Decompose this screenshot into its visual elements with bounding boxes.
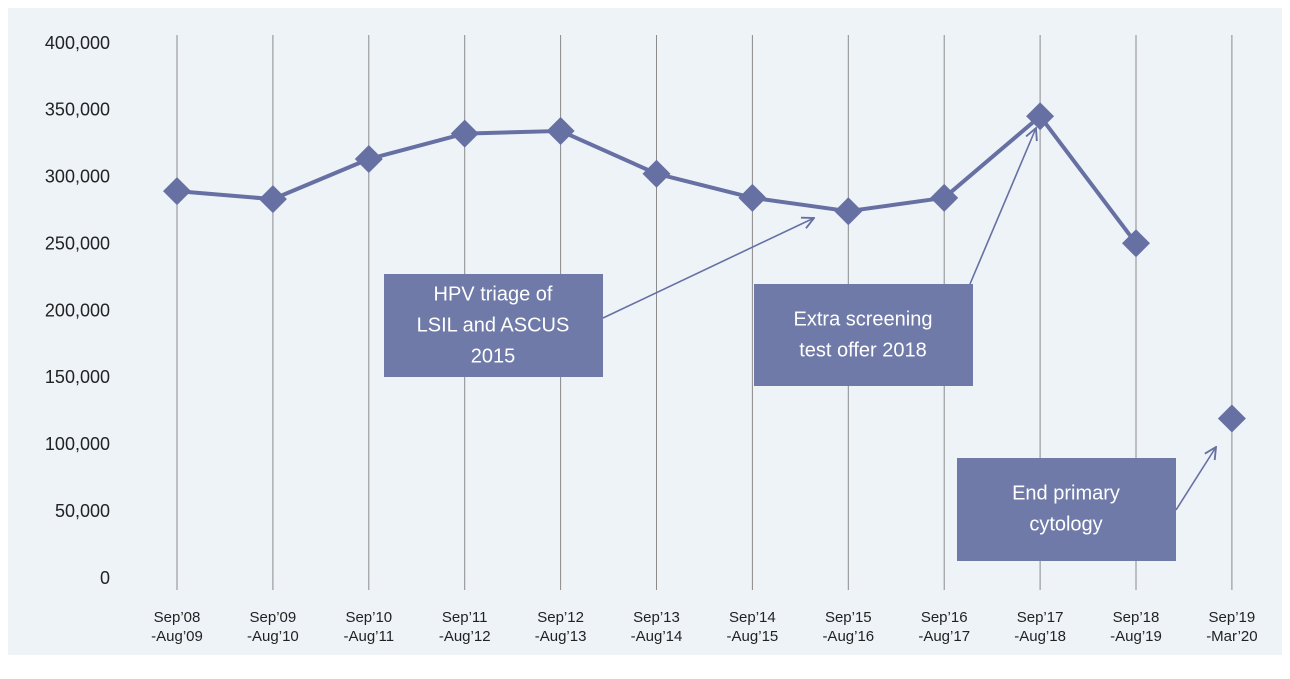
- annotation-box: [384, 274, 603, 377]
- y-tick-label: 100,000: [45, 434, 110, 454]
- x-tick-label: -Aug’18: [1014, 628, 1066, 645]
- marker: [930, 183, 959, 212]
- x-tick-label: Sep’18: [1113, 609, 1160, 626]
- x-tick-label: Sep’17: [1017, 609, 1064, 626]
- annotation: HPV triage of LSIL and ASCUS 2015: [384, 218, 814, 377]
- x-tick-label: Sep’08: [154, 609, 201, 626]
- x-tick-label: -Aug’14: [631, 628, 683, 645]
- y-tick-label: 300,000: [45, 167, 110, 187]
- x-tick-label: -Aug’15: [727, 628, 779, 645]
- x-tick-label: Sep’11: [442, 609, 488, 626]
- x-tick-label: Sep’14: [729, 609, 776, 626]
- annotation-text: Extra screening: [794, 308, 933, 330]
- annotation-text: test offer 2018: [799, 339, 927, 361]
- marker: [834, 197, 863, 226]
- annotation-arrow: [1175, 447, 1216, 511]
- marker: [1122, 229, 1150, 258]
- y-tick-label: 250,000: [45, 233, 110, 253]
- marker: [354, 145, 383, 174]
- marker: [738, 183, 767, 212]
- x-tick-label: -Aug’12: [439, 628, 491, 645]
- x-tick-label: Sep’12: [537, 609, 584, 626]
- y-tick-label: 0: [100, 568, 110, 588]
- y-tick-label: 350,000: [45, 100, 110, 120]
- y-tick-label: 50,000: [55, 501, 110, 521]
- marker: [546, 116, 575, 145]
- x-tick-label: -Aug’11: [344, 628, 395, 645]
- marker: [1217, 404, 1246, 433]
- annotation-box: [957, 458, 1176, 561]
- x-tick-label: Sep’15: [825, 609, 872, 626]
- y-tick-label: 200,000: [45, 300, 110, 320]
- annotation-text: LSIL and ASCUS: [417, 314, 570, 336]
- marker: [163, 177, 191, 206]
- annotation-arrow: [602, 218, 814, 319]
- annotation-text: End primary: [1012, 482, 1120, 504]
- marker: [258, 185, 287, 214]
- marker: [642, 159, 671, 188]
- annotation-text: HPV triage of: [434, 283, 553, 305]
- x-tick-label: -Aug’17: [918, 628, 970, 645]
- x-tick-label: Sep’09: [250, 609, 297, 626]
- y-tick-label: 400,000: [45, 33, 110, 53]
- x-tick-label: Sep’19: [1209, 609, 1256, 626]
- x-tick-label: -Aug’13: [535, 628, 587, 645]
- x-tick-label: -Aug’16: [822, 628, 874, 645]
- x-tick-label: Sep’10: [345, 609, 392, 626]
- x-tick-label: Sep’13: [633, 609, 680, 626]
- annotation: Extra screening test offer 2018: [754, 128, 1036, 386]
- marker: [450, 119, 479, 148]
- x-tick-label: -Aug’19: [1110, 628, 1162, 645]
- x-tick-label: Sep’16: [921, 609, 968, 626]
- annotation-arrow: [969, 128, 1036, 285]
- annotation: End primary cytology: [957, 447, 1216, 561]
- annotation-box: [754, 284, 973, 386]
- x-tick-label: -Aug’09: [151, 628, 203, 645]
- marker: [1026, 102, 1055, 131]
- y-tick-label: 150,000: [45, 367, 110, 387]
- annotation-text: 2015: [471, 345, 516, 367]
- x-tick-label: -Aug’10: [247, 628, 299, 645]
- annotation-text: cytology: [1029, 513, 1102, 535]
- x-tick-label: -Mar’20: [1206, 628, 1257, 645]
